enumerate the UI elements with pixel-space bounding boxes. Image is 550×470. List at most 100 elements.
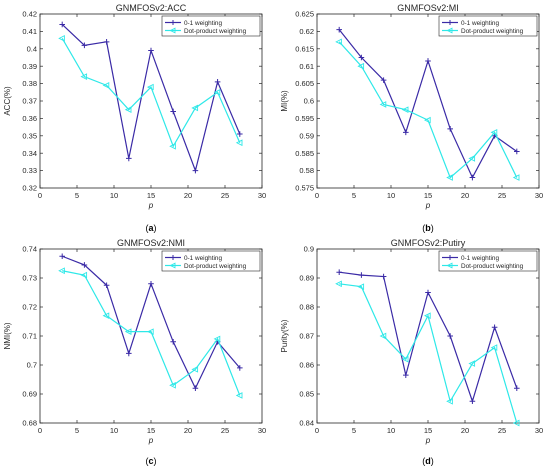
x-tick-label: 15 bbox=[424, 426, 432, 435]
data-point bbox=[148, 47, 154, 54]
data-point bbox=[59, 21, 65, 28]
data-point bbox=[126, 350, 132, 357]
data-point bbox=[425, 58, 431, 64]
x-tick-label: 25 bbox=[221, 191, 229, 200]
series-line bbox=[62, 270, 241, 396]
data-point bbox=[237, 365, 243, 371]
x-tick-label: 10 bbox=[387, 426, 395, 435]
x-tick-label: 5 bbox=[352, 426, 356, 435]
data-point bbox=[380, 273, 387, 280]
legend-label: 0-1 weighting bbox=[184, 20, 222, 27]
data-point bbox=[103, 39, 110, 45]
series-1 bbox=[336, 269, 520, 405]
data-point bbox=[490, 344, 498, 351]
series-1 bbox=[59, 253, 243, 391]
legend-box bbox=[161, 15, 261, 37]
chart-panel-a: GNMFOSv2:ACC 0 5 10 15 20 25 30 0.32 0.33 0.34 0.35… bbox=[3, 3, 266, 233]
data-point bbox=[169, 381, 176, 389]
series-line bbox=[338, 41, 518, 179]
data-point bbox=[192, 167, 199, 174]
plot-area bbox=[316, 13, 540, 189]
data-point bbox=[423, 312, 431, 320]
data-point bbox=[403, 129, 409, 136]
chart-title: GNMFOSv2:NMI bbox=[117, 238, 185, 248]
y-tick-label: 0.42 bbox=[22, 10, 37, 19]
legend-label: 0-1 weighting bbox=[184, 255, 222, 262]
plot-area bbox=[39, 248, 263, 424]
legend-marker bbox=[447, 255, 453, 260]
x-tick-label: 10 bbox=[110, 426, 118, 435]
y-tick-label: 0.58 bbox=[299, 166, 314, 175]
data-point bbox=[81, 42, 88, 49]
y-tick-label: 0.59 bbox=[299, 131, 314, 140]
x-tick-label: 5 bbox=[352, 191, 356, 200]
series-1 bbox=[59, 21, 243, 174]
legend-label: Dot-product weighting bbox=[184, 28, 247, 35]
data-point bbox=[213, 335, 221, 343]
chart-panel-d: GNMFOSv2:Putiry 0 5 10 15 20 25 30 0.84 0.85 0.86 0… bbox=[280, 238, 543, 466]
data-point bbox=[170, 339, 176, 345]
x-tick-label: 30 bbox=[535, 191, 543, 200]
x-axis-label: p bbox=[148, 436, 154, 445]
x-tick-label: 0 bbox=[315, 426, 319, 435]
x-tick-label: 20 bbox=[184, 191, 192, 200]
y-tick-label: 0.72 bbox=[22, 303, 37, 312]
data-point bbox=[358, 54, 365, 61]
data-point bbox=[446, 397, 453, 405]
data-point bbox=[103, 282, 110, 289]
data-point bbox=[80, 271, 88, 279]
data-point bbox=[425, 289, 431, 296]
legend-box bbox=[161, 250, 261, 272]
chart-panel-b: GNMFOSv2:MI 0 5 10 15 20 25 30 0.575 0.58 0.585 0.5… bbox=[280, 3, 543, 233]
y-axis-label: ACC(%) bbox=[3, 86, 12, 116]
series-2 bbox=[335, 280, 520, 427]
chart-title: GNMFOSv2:Putiry bbox=[391, 238, 466, 248]
legend-marker bbox=[169, 27, 176, 34]
x-axis-label: p bbox=[425, 436, 431, 445]
x-tick-label: 20 bbox=[184, 426, 192, 435]
legend-marker bbox=[446, 262, 453, 269]
chart-title: GNMFOSv2:ACC bbox=[116, 3, 187, 13]
data-point bbox=[102, 82, 110, 89]
data-point bbox=[447, 126, 453, 132]
data-point bbox=[169, 142, 176, 150]
data-point bbox=[335, 38, 342, 46]
panel-caption: (c) bbox=[145, 456, 156, 466]
data-point bbox=[126, 155, 132, 162]
chart-panel-c: GNMFOSv2:NMI 0 5 10 15 20 25 30 0.68 0.69 0.7 0.71 0… bbox=[3, 238, 266, 466]
y-tick-label: 0.61 bbox=[299, 62, 314, 71]
data-point bbox=[81, 262, 88, 268]
legend-marker bbox=[447, 20, 453, 25]
series-2 bbox=[335, 38, 520, 181]
data-point bbox=[146, 328, 154, 335]
x-tick-label: 25 bbox=[498, 426, 506, 435]
x-tick-label: 15 bbox=[147, 191, 155, 200]
data-point bbox=[124, 328, 132, 335]
data-point bbox=[335, 280, 342, 288]
panel-caption: (a) bbox=[145, 223, 156, 233]
series-2 bbox=[58, 267, 243, 399]
data-point bbox=[468, 360, 476, 367]
x-tick-label: 5 bbox=[75, 426, 79, 435]
y-tick-label: 0.625 bbox=[295, 10, 314, 19]
y-tick-label: 0.605 bbox=[295, 79, 314, 88]
legend-label: Dot-product weighting bbox=[461, 263, 524, 270]
x-tick-label: 25 bbox=[221, 426, 229, 435]
x-tick-label: 10 bbox=[110, 191, 118, 200]
x-tick-label: 15 bbox=[147, 426, 155, 435]
data-point bbox=[446, 174, 453, 181]
data-point bbox=[336, 269, 342, 275]
data-point bbox=[80, 73, 88, 80]
data-point bbox=[235, 392, 243, 399]
legend-marker bbox=[170, 20, 176, 25]
x-tick-label: 20 bbox=[461, 191, 469, 200]
y-tick-label: 0.615 bbox=[295, 44, 314, 53]
y-axis-label: Purity(%) bbox=[280, 319, 289, 352]
legend-marker bbox=[446, 27, 453, 34]
chart-title: GNMFOSv2:MI bbox=[397, 3, 459, 13]
data-point bbox=[401, 106, 409, 114]
data-point bbox=[469, 398, 476, 405]
y-tick-label: 0.41 bbox=[22, 27, 37, 36]
